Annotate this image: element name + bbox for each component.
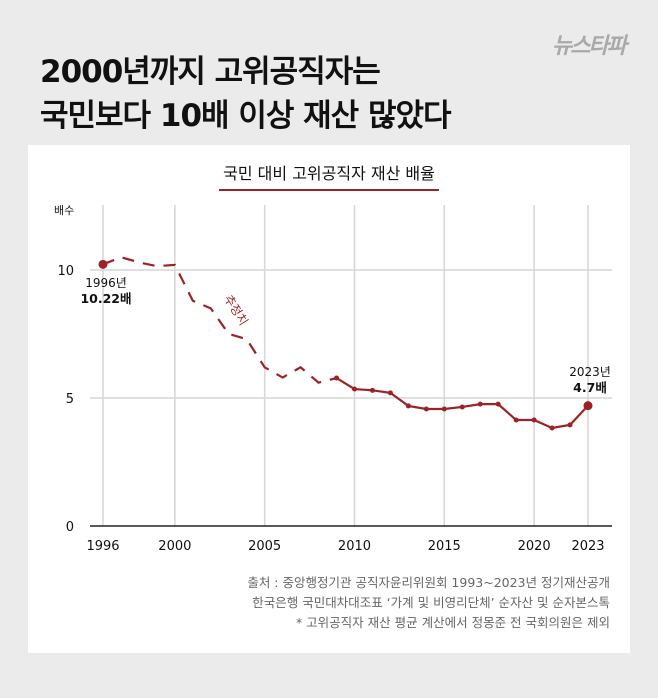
x-tick-label: 2020 <box>518 539 551 554</box>
headline-line-1: 2000년까지 고위공직자는 <box>40 54 381 90</box>
source-line-3: * 고위공직자 재산 평균 계산에서 정몽준 전 국회의원은 제외 <box>295 615 610 630</box>
data-point <box>513 417 519 423</box>
data-point <box>334 375 340 381</box>
data-point <box>549 425 555 431</box>
x-tick-label: 2005 <box>248 539 281 554</box>
data-point <box>567 422 573 428</box>
logo: 뉴스타파 <box>552 34 627 59</box>
y-tick-label: 5 <box>66 392 74 407</box>
headline-line-2: 국민보다 10배 이상 재산 많았다 <box>40 98 452 134</box>
data-point <box>369 387 375 393</box>
data-point <box>583 401 593 411</box>
y-tick-label: 10 <box>57 264 74 279</box>
source-line-2: 한국은행 국민대차대조표 ‘가계 및 비영리단체’ 순자산 및 순자본스톡 <box>252 595 610 610</box>
data-point <box>531 417 537 423</box>
annotation-start-year: 1996년 <box>85 276 127 290</box>
data-point <box>387 390 393 396</box>
source-line-1: 출처 : 중앙행정기관 공직자윤리위원회 1993~2023년 정기재산공개 <box>247 575 610 590</box>
data-point <box>477 401 483 407</box>
annotation-end-value: 4.7배 <box>573 380 607 395</box>
chart-card <box>28 145 630 653</box>
x-tick-label: 2023 <box>571 539 604 554</box>
x-tick-label: 2015 <box>428 539 461 554</box>
chart-title: 국민 대비 고위공직자 재산 배율 <box>0 160 658 191</box>
estimated-series-line <box>102 256 337 384</box>
annotation-end-year: 2023년 <box>569 365 611 379</box>
annotation-start-value: 10.22배 <box>80 291 131 306</box>
estimated-label: 추정치 <box>221 292 250 328</box>
data-point-start <box>98 259 108 269</box>
x-tick-label: 2010 <box>338 539 371 554</box>
data-point <box>495 401 501 407</box>
series-line <box>335 377 589 430</box>
x-tick-label: 1996 <box>86 539 119 554</box>
data-point <box>459 404 465 410</box>
data-point <box>423 406 429 412</box>
x-tick-label: 2000 <box>158 539 191 554</box>
y-tick-label: 0 <box>66 520 74 535</box>
data-point <box>405 403 411 409</box>
data-point <box>351 386 357 392</box>
source-note: 출처 : 중앙행정기관 공직자윤리위원회 1993~2023년 정기재산공개 한… <box>247 573 610 633</box>
headline: 2000년까지 고위공직자는 국민보다 10배 이상 재산 많았다 <box>40 50 452 138</box>
data-point <box>441 406 447 412</box>
y-axis-label: 배수 <box>54 204 74 217</box>
